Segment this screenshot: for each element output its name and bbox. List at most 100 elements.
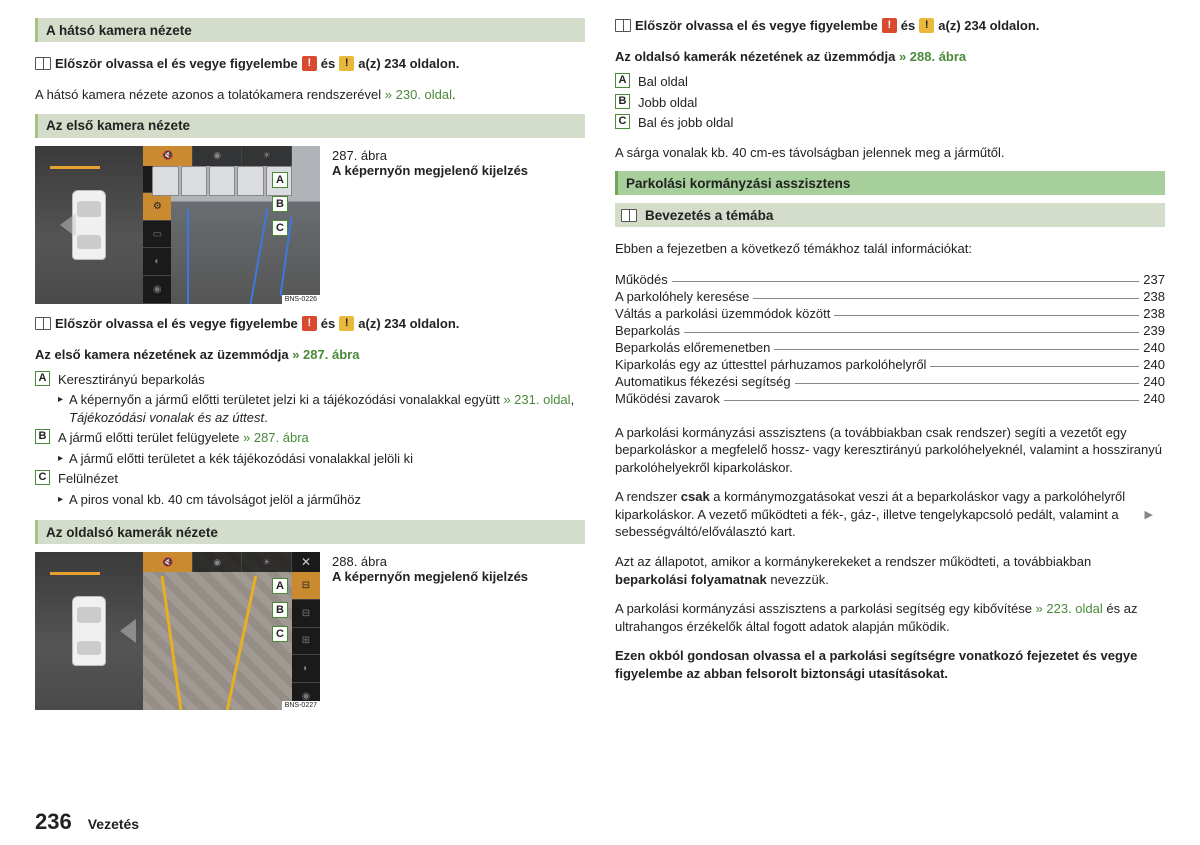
chapter-title: Vezetés [88,816,139,832]
brightness-icon[interactable]: ☀ [242,552,292,572]
figure-link[interactable]: » 288. ábra [899,49,966,64]
camera-sidebar: ✕ ⊟ ⊟ ⊞ ◐ ◉ [292,552,320,710]
topic-row[interactable]: Kiparkolás egy az úttesttel párhuzamos p… [615,357,1165,372]
camera-screenshot: 🔇 ◉ ☀ ✕ ⊞ ⚙ ▭ ◐ [35,146,320,304]
callout-a: A [272,172,288,188]
vehicle-icon [72,596,106,666]
figure-287: 🔇 ◉ ☀ ✕ ⊞ ⚙ ▭ ◐ [35,146,585,304]
warning-icon: ! [302,316,317,331]
section-side-cameras: Az oldalsó kamerák nézete [35,520,585,544]
camera-topbar: 🔇 ◉ ☀ [143,552,292,572]
section-parking-assist: Parkolási kormányzási asszisztens [615,171,1165,195]
guide-line [50,166,100,169]
topic-row[interactable]: Automatikus fékezési segítség240 [615,374,1165,389]
arrow-left-icon [60,213,76,237]
list-item: B Jobb oldal [615,94,1165,112]
topic-row[interactable]: Működési zavarok240 [615,391,1165,406]
rear-camera-text: A hátsó kamera nézete azonos a tolatókam… [35,86,585,104]
side-mode-heading: Az oldalsó kamerák nézetének az üzemmódj… [615,49,1165,64]
list-subitem: A képernyőn a jármű előtti területet jel… [58,391,585,426]
callout-a: A [272,578,288,594]
front-mode-heading: Az első kamera nézetének az üzemmódja » … [35,347,585,362]
callout-b: B [272,602,288,618]
figure-288: 🔇 ◉ ☀ ✕ ⊟ ⊟ ⊞ ◐ ◉ A B [35,552,585,710]
section-intro: Bevezetés a témába [615,203,1165,227]
list-item: A Keresztirányú beparkolás [35,371,585,389]
mode-d-button[interactable]: ◐ [143,248,171,276]
read-first-notice: Először olvassa el és vegye figyelembe !… [35,316,585,331]
book-icon [621,209,637,222]
paragraph-emphasis: Ezen okból gondosan olvassa el a parkolá… [615,647,1165,682]
letter-b-badge: B [35,429,50,444]
read-first-notice: Először olvassa el és vegye figyelembe !… [35,56,585,71]
letter-a-badge: A [35,371,50,386]
topic-row[interactable]: Működés237 [615,272,1165,287]
paragraph: Azt az állapotot, amikor a kormánykereke… [615,553,1165,588]
left-column: A hátsó kamera nézete Először olvassa el… [35,18,585,779]
mode-a-button[interactable]: ⊟ [292,572,320,600]
list-subitem: A jármű előtti területet a kék tájékozód… [58,450,585,468]
topic-row[interactable]: Beparkolás előremenetben240 [615,340,1165,355]
brightness-icon[interactable]: ☀ [242,146,292,166]
paragraph: A parkolási kormányzási asszisztens a pa… [615,600,1165,635]
list-item: B A jármű előtti terület felügyelete » 2… [35,429,585,447]
section-rear-camera: A hátsó kamera nézete [35,18,585,42]
book-icon [35,57,51,70]
list-item: C Felülnézet [35,470,585,488]
close-icon[interactable]: ✕ [292,552,320,572]
sensor-icon[interactable]: ◉ [193,552,243,572]
callout-c: C [272,626,288,642]
mode-b-button[interactable]: ⊟ [292,600,320,628]
caution-icon: ! [339,316,354,331]
camera-topview [35,146,143,304]
mute-icon[interactable]: 🔇 [143,146,193,166]
continue-arrow-icon: ▶ [1145,508,1153,521]
topic-row[interactable]: Beparkolás239 [615,323,1165,338]
intro-lead: Ebben a fejezetben a következő témákhoz … [615,240,1165,258]
guide-line [160,576,182,710]
list-item: A Bal oldal [615,73,1165,91]
camera-screenshot: 🔇 ◉ ☀ ✕ ⊟ ⊟ ⊞ ◐ ◉ A B [35,552,320,710]
callout-b: B [272,196,288,212]
guide-line [226,576,258,710]
caution-icon: ! [339,56,354,71]
mode-b-button[interactable]: ⚙ [143,193,171,221]
letter-c-badge: C [615,114,630,129]
front-mode-list: A Keresztirányú beparkolás A képernyőn a… [35,368,585,511]
guide-line [50,572,100,575]
page-link[interactable]: » 231. oldal [503,392,570,407]
vehicle-icon [72,190,106,260]
page-link[interactable]: » 223. oldal [1036,601,1103,616]
warning-icon: ! [302,56,317,71]
page-link[interactable]: » 230. oldal [385,87,452,102]
section-title: Parkolási kormányzási asszisztens [626,176,850,191]
list-subitem: A piros vonal kb. 40 cm távolságot jelöl… [58,491,585,509]
book-icon [35,317,51,330]
mode-e-button[interactable]: ◉ [143,276,171,304]
section-front-camera: Az első kamera nézete [35,114,585,138]
camera-topbar: 🔇 ◉ ☀ [143,146,292,166]
arrow-left-icon [120,619,136,643]
callout-c: C [272,220,288,236]
letter-c-badge: C [35,470,50,485]
section-title: A hátsó kamera nézete [46,23,192,38]
side-mode-list: A Bal oldal B Jobb oldal C Bal és jobb o… [615,70,1165,135]
mode-c-button[interactable]: ▭ [143,221,171,249]
figure-link[interactable]: » 287. ábra [292,347,359,362]
caution-icon: ! [919,18,934,33]
letter-a-badge: A [615,73,630,88]
list-item: C Bal és jobb oldal [615,114,1165,132]
mode-d-button[interactable]: ◐ [292,655,320,683]
page-number: 236 [35,809,72,835]
paragraph: A rendszer csak a kormánymozgatásokat ve… [615,488,1165,541]
figure-link[interactable]: » 287. ábra [243,430,309,445]
topic-row[interactable]: A parkolóhely keresése238 [615,289,1165,304]
mute-icon[interactable]: 🔇 [143,552,193,572]
paragraph: A parkolási kormányzási asszisztens (a t… [615,424,1165,477]
mode-c-button[interactable]: ⊞ [292,628,320,656]
topic-row[interactable]: Váltás a parkolási üzemmódok között238 [615,306,1165,321]
right-column: Először olvassa el és vegye figyelembe !… [615,18,1165,779]
page-footer: 236 Vezetés [35,779,1165,835]
book-icon [615,19,631,32]
sensor-icon[interactable]: ◉ [193,146,243,166]
